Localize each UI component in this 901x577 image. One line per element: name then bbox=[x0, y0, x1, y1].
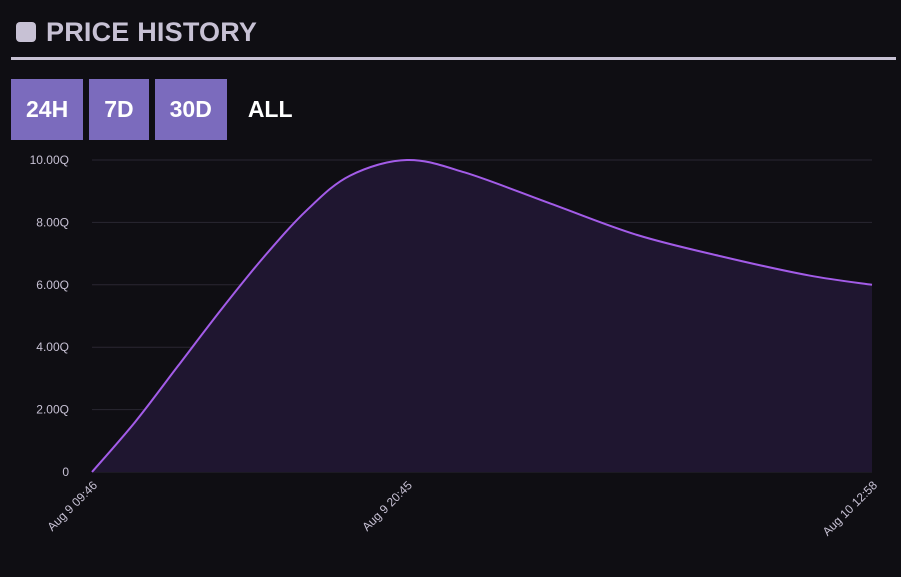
tab-all[interactable]: ALL bbox=[247, 96, 293, 122]
y-axis-ticks: 0 2.00Q 4.00Q 6.00Q 8.00Q 10.00Q bbox=[30, 153, 70, 479]
tab-7d[interactable]: 7D bbox=[89, 79, 149, 140]
range-tabs: 24H 7D 30D ALL bbox=[11, 79, 308, 140]
price-area bbox=[92, 159, 872, 472]
tab-30d[interactable]: 30D bbox=[154, 79, 227, 140]
y-tick-label: 6.00Q bbox=[36, 278, 69, 292]
y-tick-label: 8.00Q bbox=[36, 215, 69, 229]
y-tick-label: 2.00Q bbox=[36, 403, 69, 417]
price-line bbox=[91, 158, 873, 473]
x-tick-label: Aug 9 20:45 bbox=[359, 478, 415, 534]
y-tick-label: 4.00Q bbox=[36, 340, 69, 354]
y-tick-label: 10.00Q bbox=[30, 153, 69, 167]
x-axis-ticks: Aug 9 09:46 Aug 9 20:45 Aug 10 12:58 bbox=[44, 478, 880, 539]
square-icon bbox=[16, 22, 36, 42]
header: PRICE HISTORY bbox=[16, 12, 257, 52]
x-tick-label: Aug 9 09:46 bbox=[44, 478, 100, 534]
page-title: PRICE HISTORY bbox=[46, 16, 258, 47]
y-tick-label: 0 bbox=[62, 465, 69, 479]
tab-24h[interactable]: 24H bbox=[11, 79, 84, 140]
header-divider bbox=[11, 57, 896, 60]
x-tick-label: Aug 10 12:58 bbox=[820, 478, 881, 539]
